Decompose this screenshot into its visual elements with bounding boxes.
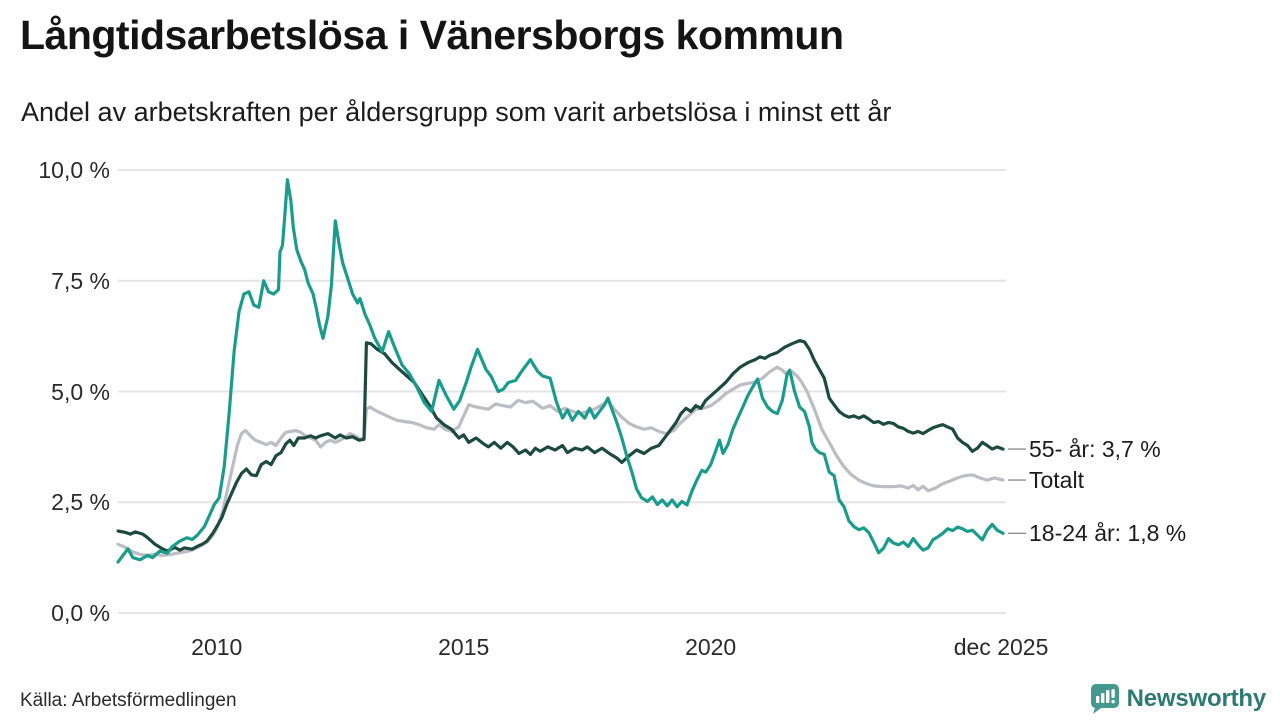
series-end-label-totalt: Totalt [1029,467,1084,494]
x-axis-tick: dec 2025 [953,634,1049,660]
brand-name: Newsworthy [1126,684,1267,712]
series-line-55-r [116,339,1005,553]
brand-logo: Newsworthy [1089,682,1266,715]
x-axis-tick: 2010 [191,634,243,660]
x-axis-tick: 2015 [438,634,490,660]
y-axis-tick: 7,5 % [51,267,110,294]
series-end-label-55-r: 55- år: 3,7 % [1029,436,1161,463]
series-line-totalt [116,365,1005,557]
y-axis-tick: 10,0 % [38,157,110,183]
newsworthy-bubble-chart-icon [1089,682,1120,715]
page-subtitle: Andel av arbetskraften per åldersgrupp s… [21,97,892,127]
x-axis-tick: 2020 [685,634,737,660]
source-note: Källa: Arbetsförmedlingen [20,690,237,711]
y-axis-tick: 0,0 % [51,600,110,626]
y-axis-tick: 5,0 % [51,378,110,405]
page-title: Långtidsarbetslösa i Vänersborgs kommun [20,12,844,58]
series-line-18-24-r [116,178,1005,564]
series-end-label-18-24-r: 18-24 år: 1,8 % [1029,520,1187,547]
y-axis-tick: 2,5 % [51,489,110,516]
